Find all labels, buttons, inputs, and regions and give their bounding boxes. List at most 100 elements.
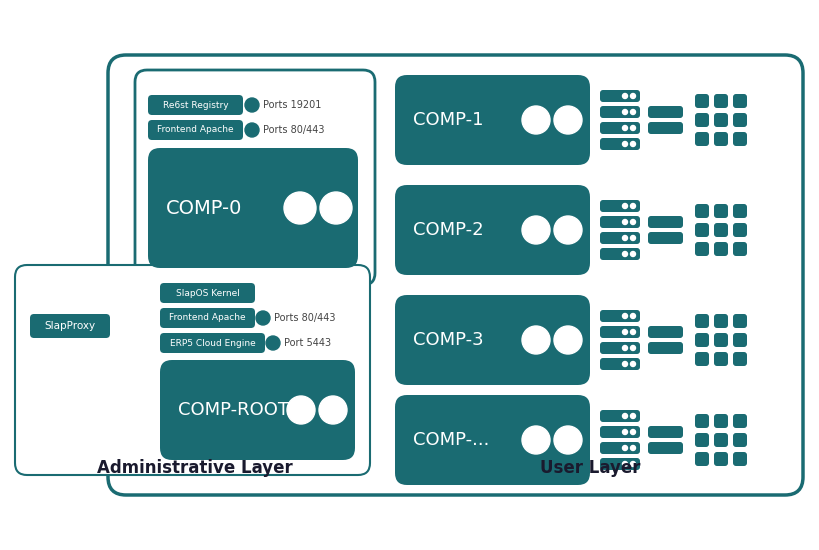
Text: Ports 80/443: Ports 80/443 bbox=[263, 125, 324, 135]
Circle shape bbox=[630, 461, 635, 466]
FancyBboxPatch shape bbox=[713, 94, 727, 108]
Text: User Layer: User Layer bbox=[539, 459, 640, 477]
Text: Administrative Layer: Administrative Layer bbox=[97, 459, 292, 477]
Circle shape bbox=[630, 235, 635, 240]
FancyBboxPatch shape bbox=[713, 414, 727, 428]
Circle shape bbox=[622, 125, 627, 130]
Circle shape bbox=[622, 314, 627, 318]
FancyBboxPatch shape bbox=[600, 216, 639, 228]
FancyBboxPatch shape bbox=[647, 442, 682, 454]
Circle shape bbox=[522, 326, 550, 354]
FancyBboxPatch shape bbox=[647, 216, 682, 228]
Circle shape bbox=[630, 204, 635, 208]
FancyBboxPatch shape bbox=[600, 310, 639, 322]
Circle shape bbox=[630, 94, 635, 98]
Circle shape bbox=[630, 345, 635, 350]
FancyBboxPatch shape bbox=[395, 75, 590, 165]
FancyBboxPatch shape bbox=[732, 314, 746, 328]
FancyBboxPatch shape bbox=[600, 410, 639, 422]
Circle shape bbox=[622, 251, 627, 256]
FancyBboxPatch shape bbox=[600, 442, 639, 454]
FancyBboxPatch shape bbox=[160, 333, 265, 353]
Text: COMP-0: COMP-0 bbox=[165, 199, 242, 217]
Circle shape bbox=[622, 361, 627, 366]
FancyBboxPatch shape bbox=[395, 395, 590, 485]
Circle shape bbox=[256, 311, 269, 325]
Circle shape bbox=[630, 446, 635, 450]
FancyBboxPatch shape bbox=[695, 314, 708, 328]
FancyBboxPatch shape bbox=[147, 95, 242, 115]
FancyBboxPatch shape bbox=[30, 314, 110, 338]
FancyBboxPatch shape bbox=[732, 94, 746, 108]
Circle shape bbox=[554, 106, 581, 134]
FancyBboxPatch shape bbox=[160, 283, 255, 303]
FancyBboxPatch shape bbox=[713, 204, 727, 218]
FancyBboxPatch shape bbox=[395, 295, 590, 385]
Circle shape bbox=[554, 326, 581, 354]
FancyBboxPatch shape bbox=[695, 452, 708, 466]
FancyBboxPatch shape bbox=[647, 232, 682, 244]
Circle shape bbox=[630, 125, 635, 130]
Text: SlapProxy: SlapProxy bbox=[44, 321, 96, 331]
FancyBboxPatch shape bbox=[732, 132, 746, 146]
FancyBboxPatch shape bbox=[732, 352, 746, 366]
FancyBboxPatch shape bbox=[108, 55, 802, 495]
Text: COMP-...: COMP-... bbox=[413, 431, 489, 449]
Text: COMP-1: COMP-1 bbox=[413, 111, 483, 129]
FancyBboxPatch shape bbox=[147, 120, 242, 140]
FancyBboxPatch shape bbox=[147, 148, 358, 268]
Circle shape bbox=[522, 216, 550, 244]
Circle shape bbox=[622, 345, 627, 350]
Circle shape bbox=[245, 98, 259, 112]
Circle shape bbox=[522, 106, 550, 134]
FancyBboxPatch shape bbox=[647, 106, 682, 118]
FancyBboxPatch shape bbox=[395, 185, 590, 275]
FancyBboxPatch shape bbox=[695, 352, 708, 366]
Circle shape bbox=[622, 109, 627, 114]
FancyBboxPatch shape bbox=[600, 326, 639, 338]
FancyBboxPatch shape bbox=[160, 360, 355, 460]
FancyBboxPatch shape bbox=[647, 426, 682, 438]
FancyBboxPatch shape bbox=[647, 342, 682, 354]
FancyBboxPatch shape bbox=[695, 433, 708, 447]
Text: Ports 19201: Ports 19201 bbox=[263, 100, 321, 110]
FancyBboxPatch shape bbox=[732, 204, 746, 218]
FancyBboxPatch shape bbox=[732, 433, 746, 447]
FancyBboxPatch shape bbox=[160, 308, 255, 328]
FancyBboxPatch shape bbox=[600, 106, 639, 118]
FancyBboxPatch shape bbox=[600, 342, 639, 354]
Circle shape bbox=[287, 396, 314, 424]
FancyBboxPatch shape bbox=[713, 242, 727, 256]
FancyBboxPatch shape bbox=[695, 132, 708, 146]
FancyBboxPatch shape bbox=[732, 414, 746, 428]
FancyBboxPatch shape bbox=[695, 94, 708, 108]
FancyBboxPatch shape bbox=[600, 122, 639, 134]
FancyBboxPatch shape bbox=[647, 122, 682, 134]
FancyBboxPatch shape bbox=[600, 232, 639, 244]
FancyBboxPatch shape bbox=[600, 358, 639, 370]
Circle shape bbox=[622, 94, 627, 98]
Text: COMP-3: COMP-3 bbox=[413, 331, 483, 349]
Circle shape bbox=[622, 461, 627, 466]
Circle shape bbox=[630, 361, 635, 366]
FancyBboxPatch shape bbox=[713, 352, 727, 366]
FancyBboxPatch shape bbox=[695, 204, 708, 218]
FancyBboxPatch shape bbox=[713, 113, 727, 127]
FancyBboxPatch shape bbox=[713, 433, 727, 447]
Text: Port 5443: Port 5443 bbox=[283, 338, 331, 348]
Circle shape bbox=[630, 314, 635, 318]
FancyBboxPatch shape bbox=[600, 248, 639, 260]
Circle shape bbox=[622, 430, 627, 434]
FancyBboxPatch shape bbox=[732, 223, 746, 237]
Circle shape bbox=[522, 426, 550, 454]
FancyBboxPatch shape bbox=[732, 113, 746, 127]
FancyBboxPatch shape bbox=[647, 326, 682, 338]
FancyBboxPatch shape bbox=[600, 138, 639, 150]
FancyBboxPatch shape bbox=[600, 458, 639, 470]
Text: Frontend Apache: Frontend Apache bbox=[169, 314, 246, 322]
FancyBboxPatch shape bbox=[732, 452, 746, 466]
Circle shape bbox=[630, 329, 635, 334]
Text: COMP-ROOT: COMP-ROOT bbox=[178, 401, 288, 419]
Circle shape bbox=[622, 141, 627, 146]
Text: Frontend Apache: Frontend Apache bbox=[157, 125, 233, 135]
